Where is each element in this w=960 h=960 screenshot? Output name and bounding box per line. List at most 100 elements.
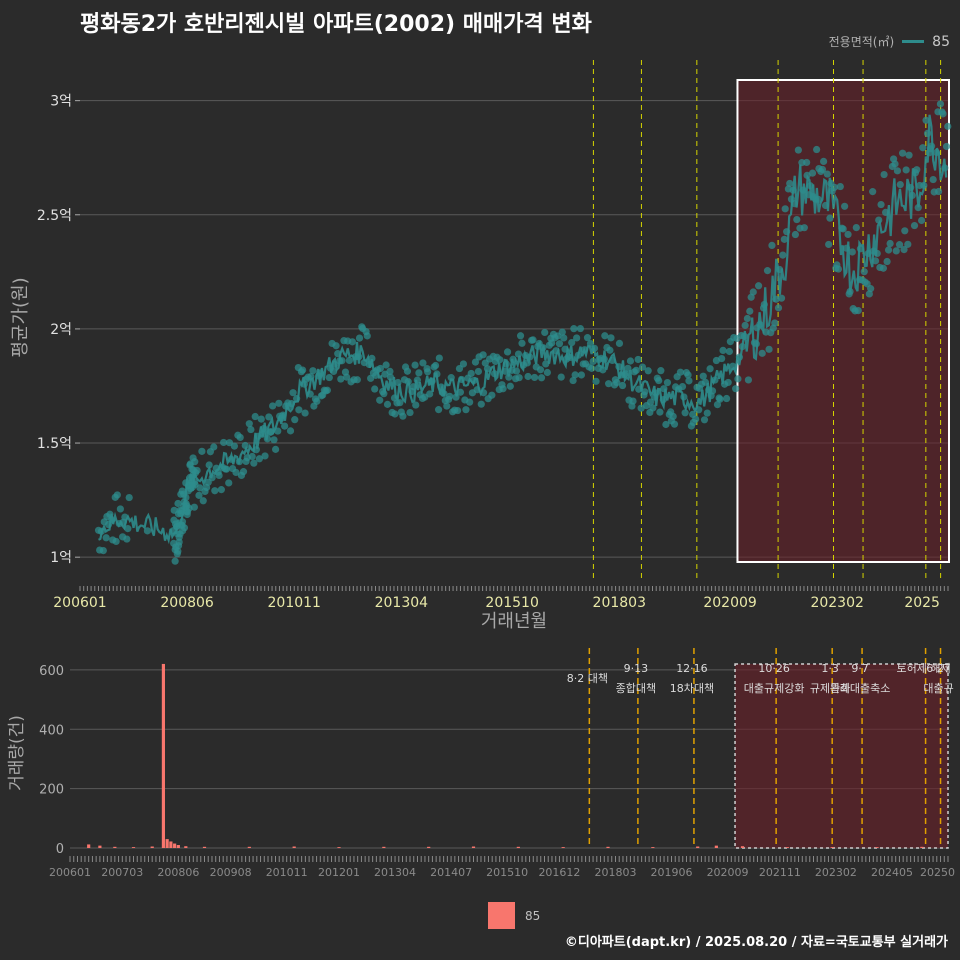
policy-annotation: 12·16 (676, 662, 708, 675)
volume-bar (785, 847, 789, 848)
price-dot (196, 484, 204, 492)
price-dot (649, 404, 657, 412)
price-dot (615, 339, 624, 347)
x-tick-label: 202009 (703, 595, 756, 611)
price-dot (725, 347, 734, 356)
volume-bar (714, 845, 718, 848)
price-dot (706, 365, 714, 373)
volume-bar (161, 663, 165, 848)
price-dot (576, 324, 584, 333)
price-dot (143, 527, 152, 535)
price-dot (794, 146, 802, 154)
price-dot (703, 409, 711, 417)
y-axis-title: 평균가(원) (10, 277, 31, 357)
volume-bar (561, 847, 565, 848)
price-dot (215, 471, 223, 480)
price-dot (914, 204, 922, 212)
x-tick-label: 2025 (904, 595, 940, 611)
price-dot (869, 188, 877, 196)
price-dot (199, 497, 207, 505)
price-dot (919, 144, 927, 152)
price-dot (191, 458, 199, 466)
price-dot (205, 461, 213, 469)
price-dot (839, 225, 847, 233)
price-dot (396, 399, 404, 407)
price-dot (656, 408, 664, 416)
price-dot (466, 398, 474, 406)
price-dot (771, 319, 779, 327)
price-dot (820, 157, 828, 166)
x-tick-label: 201011 (268, 595, 321, 611)
volume-bar (516, 846, 520, 848)
price-dot (516, 332, 525, 340)
x-tick-label: 201510 (486, 866, 528, 879)
price-dot (880, 170, 888, 179)
price-dot (529, 336, 537, 344)
legend-label: 85 (932, 33, 950, 50)
price-dot (905, 151, 913, 159)
volume-chart: 0 200 400 600 200601 200703 200806 200908 201011… (7, 648, 955, 879)
x-axis-title: 거래년월 (481, 611, 547, 632)
price-dot (406, 408, 414, 417)
price-dot (291, 416, 299, 424)
price-dot (848, 248, 856, 256)
price-dot (443, 402, 451, 410)
volume-bar (87, 844, 91, 848)
price-dot (670, 420, 679, 428)
price-dot (399, 412, 407, 420)
price-dot (573, 334, 581, 342)
price-dot (419, 359, 427, 367)
price-dot (825, 240, 833, 249)
price-dot (382, 361, 390, 369)
price-dot (719, 346, 727, 355)
price-dot (479, 351, 487, 359)
price-dot (503, 348, 512, 356)
price-dot (922, 116, 930, 124)
x-tick-label: 202405 (871, 866, 913, 879)
volume-bar (651, 847, 655, 848)
price-dot (895, 241, 904, 249)
volume-bar (740, 846, 745, 848)
volume-bar (131, 847, 136, 848)
top-legend: 전용면적(㎡) 85 (829, 33, 950, 50)
price-dot (854, 307, 862, 315)
policy-annotation: 10·26 (758, 662, 790, 675)
x-tick-label: 201011 (266, 866, 308, 879)
price-dot (629, 397, 637, 405)
price-dot (678, 382, 687, 391)
price-dot (744, 376, 753, 384)
volume-bar (184, 846, 188, 848)
price-dot (777, 294, 786, 302)
volume-bar (920, 846, 924, 848)
price-dot (541, 328, 549, 337)
price-dot (601, 332, 609, 340)
price-dot (929, 175, 937, 184)
price-dot (102, 534, 110, 542)
price-dot (271, 445, 280, 453)
price-dot (626, 357, 635, 365)
x-tick-label: 200703 (101, 866, 143, 879)
x-tick-label: 201201 (318, 866, 360, 879)
x-tick-label: 201803 (594, 866, 636, 879)
price-dot (309, 367, 317, 375)
price-dot (275, 399, 283, 407)
price-dot (884, 246, 893, 254)
volume-bar (471, 846, 476, 848)
price-dot (175, 538, 183, 546)
policy-annotation: 종합대책 (616, 682, 656, 695)
price-dot (198, 447, 206, 455)
price-trend-line (98, 114, 948, 545)
price-dot (692, 415, 700, 423)
price-dot (569, 376, 577, 385)
price-dot (383, 400, 392, 408)
price-dot (245, 420, 253, 428)
price-dot (746, 307, 754, 315)
price-dot (718, 354, 726, 363)
price-dot (250, 459, 258, 467)
price-dot (607, 334, 615, 342)
price-dot (251, 412, 259, 421)
price-dot (113, 491, 121, 499)
price-dot (112, 537, 120, 546)
policy-annotation: 18차대책 (670, 682, 714, 695)
price-dot (471, 358, 480, 366)
